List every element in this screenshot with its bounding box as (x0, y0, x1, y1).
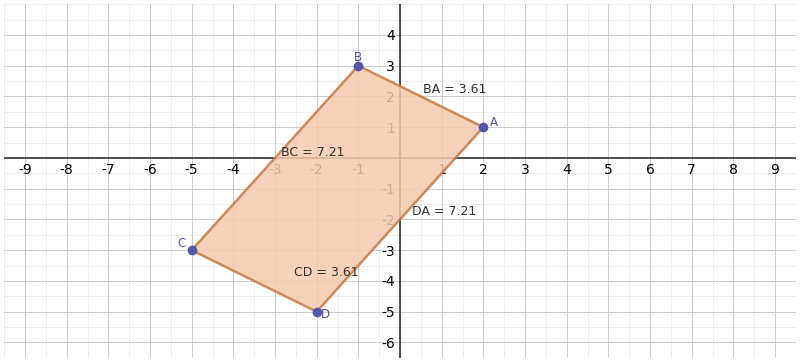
Text: BA = 3.61: BA = 3.61 (423, 83, 486, 96)
Text: BC = 7.21: BC = 7.21 (282, 146, 345, 159)
Text: CD = 3.61: CD = 3.61 (294, 266, 358, 279)
Text: D: D (321, 308, 330, 321)
Polygon shape (192, 66, 483, 312)
Text: DA = 7.21: DA = 7.21 (413, 205, 477, 218)
Text: C: C (177, 237, 186, 250)
Text: A: A (490, 115, 498, 129)
Text: B: B (354, 51, 362, 64)
